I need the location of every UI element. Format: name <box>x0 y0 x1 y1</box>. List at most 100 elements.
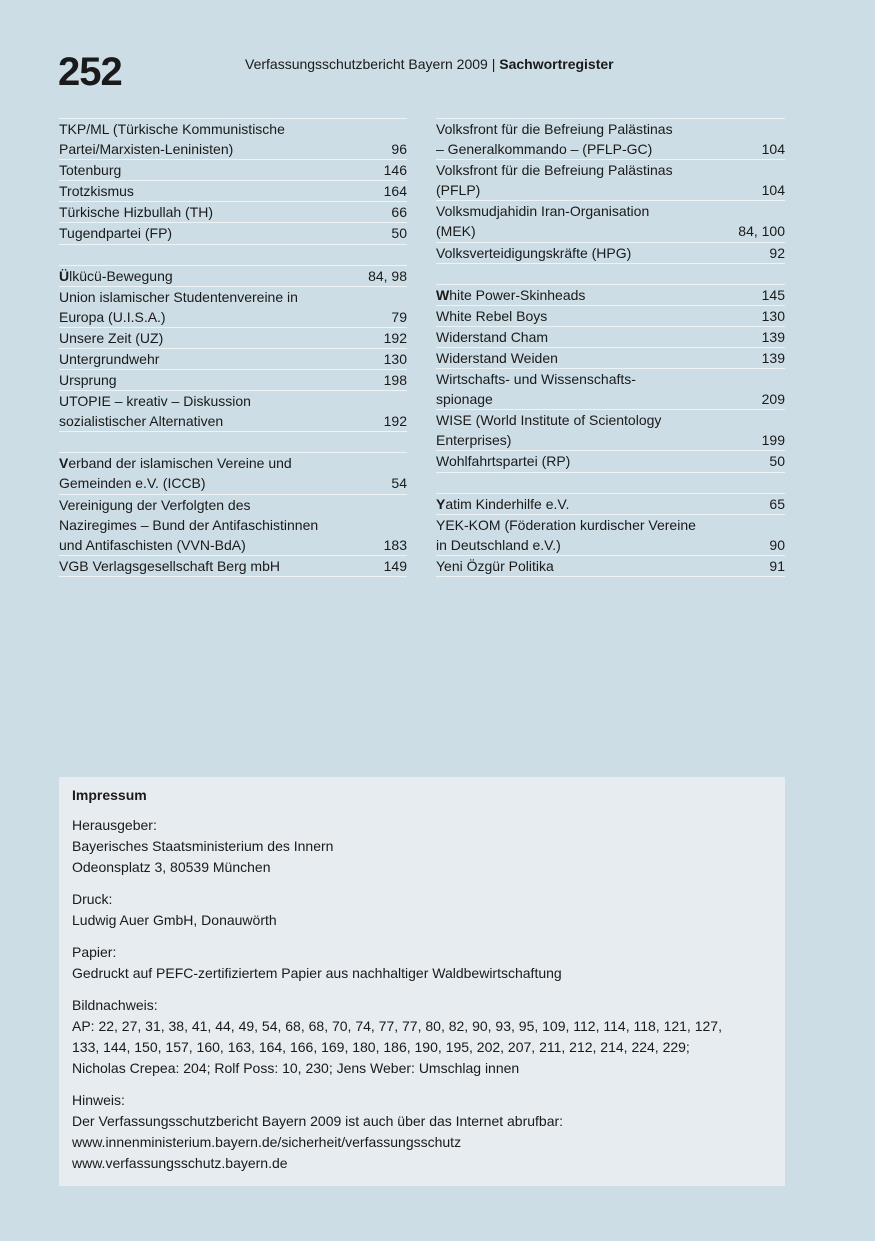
index-entry: Yeni Özgür Politika 91 <box>436 556 785 577</box>
index-entry: Vereinigung der Verfolgten des Naziregime… <box>59 495 407 556</box>
impressum-line: www.verfassungsschutz.bayern.de <box>72 1155 288 1171</box>
entry-term: WISE (World Institute of Scientology <box>436 410 661 430</box>
entry-line: Union islamischer Studentenvereine in <box>59 287 407 307</box>
entry-pages: 91 <box>769 557 785 574</box>
entry-line: UTOPIE – kreativ – Diskussion <box>59 391 407 411</box>
entry-line: Widerstand Weiden 139 <box>436 348 785 368</box>
entry-text: Unsere Zeit (UZ) <box>59 329 164 346</box>
entry-line: Volksfront für die Befreiung Palästinas <box>436 160 785 180</box>
entry-line: Yatim Kinderhilfe e.V. 65 <box>436 494 785 514</box>
entry-term: Türkische Hizbullah (TH) <box>59 202 213 222</box>
entry-term: White Rebel Boys <box>436 306 547 326</box>
impressum-line: Der Verfassungsschutzbericht Bayern 2009… <box>72 1113 564 1129</box>
index-entry: YEK-KOM (Föderation kurdischer Vereine in… <box>436 515 785 556</box>
entry-term: Unsere Zeit (UZ) <box>59 328 163 348</box>
entry-pages: 130 <box>761 307 785 324</box>
entry-pages: 192 <box>383 329 407 346</box>
entry-term: Volksfront für die Befreiung Palästinas <box>436 160 673 180</box>
entry-pages: 50 <box>769 453 785 470</box>
entry-text: Gemeinden e.V. (ICCB) <box>59 475 206 492</box>
entry-line: Europa (U.I.S.A.) 79 <box>59 307 407 327</box>
impressum-line: Ludwig Auer GmbH, Donauwörth <box>72 912 277 928</box>
index-entry: White Rebel Boys 130 <box>436 306 785 327</box>
entry-line: White Power-Skinheads 145 <box>436 285 785 305</box>
entry-text: Union islamischer Studentenvereine in <box>59 288 298 305</box>
impressum-title: Impressum <box>72 787 147 803</box>
entry-term: Verband der islamischen Vereine und <box>59 453 292 473</box>
entry-text: lkücü-Bewegung <box>69 267 173 284</box>
index-entry: Volksmudjahidin Iran-Organisation (MEK) 84… <box>436 201 785 243</box>
entry-term: Trotzkismus <box>59 181 134 201</box>
entry-line: Ursprung 198 <box>59 370 407 390</box>
entry-text: (PFLP) <box>436 182 481 199</box>
entry-term: spionage <box>436 389 493 409</box>
entry-term: Yatim Kinderhilfe e.V. <box>436 494 569 514</box>
entry-pages: 199 <box>761 432 785 449</box>
entry-text: Türkische Hizbullah (TH) <box>59 204 214 221</box>
entry-text: erband der islamischen Vereine und <box>68 455 292 472</box>
entry-term: (MEK) <box>436 221 476 241</box>
entry-term: Wirtschafts- und Wissenschafts- <box>436 369 636 389</box>
impressum-label: Bildnachweis: <box>72 997 158 1013</box>
entry-pages: 139 <box>761 349 785 366</box>
entry-line: und Antifaschisten (VVN-BdA) 183 <box>59 535 407 555</box>
index-entry: Unsere Zeit (UZ) 192 <box>59 328 407 349</box>
entry-term: Naziregimes – Bund der Antifaschistinnen <box>59 515 318 535</box>
entry-line: Volksfront für die Befreiung Palästinas <box>436 119 785 139</box>
entry-text: – Generalkommando – (PFLP-GC) <box>436 141 653 158</box>
index-column-left: TKP/ML (Türkische Kommunistische Partei/M… <box>59 118 407 577</box>
entry-line: TKP/ML (Türkische Kommunistische <box>59 119 407 139</box>
entry-line: – Generalkommando – (PFLP-GC) 104 <box>436 139 785 159</box>
entry-pages: 130 <box>383 350 407 367</box>
section-initial: V <box>59 455 69 472</box>
entry-pages: 139 <box>761 328 785 345</box>
entry-text: White Rebel Boys <box>436 307 548 324</box>
entry-text: Volksmudjahidin Iran-Organisation <box>436 203 650 220</box>
entry-pages: 84, 100 <box>738 223 785 240</box>
entry-text: Widerstand Weiden <box>436 349 558 366</box>
entry-line: Wirtschafts- und Wissenschafts- <box>436 369 785 389</box>
header-separator: | <box>487 56 500 72</box>
entry-pages: 149 <box>383 557 407 574</box>
entry-pages: 79 <box>391 308 407 325</box>
index-spacer <box>436 473 785 494</box>
entry-term: Volksverteidigungskräfte (HPG) <box>436 243 631 263</box>
entry-pages: 90 <box>769 536 785 553</box>
index-entry: White Power-Skinheads 145 <box>436 285 785 306</box>
entry-text: sozialistischer Alternativen <box>59 413 224 430</box>
entry-term: Widerstand Weiden <box>436 348 558 368</box>
entry-text: Tugendpartei (FP) <box>59 225 173 242</box>
index-entry: Tugendpartei (FP) 50 <box>59 223 407 245</box>
entry-text: Wirtschafts- und Wissenschafts- <box>436 371 636 388</box>
entry-term: Volksfront für die Befreiung Palästinas <box>436 119 673 139</box>
entry-text: Volksfront für die Befreiung Palästinas <box>436 121 673 137</box>
entry-line: Volksverteidigungskräfte (HPG) 92 <box>436 243 785 263</box>
entry-text: Wohlfahrtspartei (RP) <box>436 453 571 470</box>
entry-term: Gemeinden e.V. (ICCB) <box>59 473 206 493</box>
entry-line: YEK-KOM (Föderation kurdischer Vereine <box>436 515 785 535</box>
index-entry: Totenburg 146 <box>59 160 407 182</box>
entry-pages: 192 <box>383 413 407 430</box>
entry-line: sozialistischer Alternativen 192 <box>59 411 407 431</box>
entry-text: hite Power-Skinheads <box>449 286 586 303</box>
index-entry: Ülkücü-Bewegung 84, 98 <box>59 266 407 287</box>
entry-term: Totenburg <box>59 160 121 180</box>
entry-text: Naziregimes – Bund der Antifaschistinnen <box>59 516 319 533</box>
entry-term: sozialistischer Alternativen <box>59 411 223 431</box>
impressum-label: Papier: <box>72 944 117 960</box>
entry-text: UTOPIE – kreativ – Diskussion <box>59 393 251 410</box>
impressum-section: Herausgeber: Bayerisches Staatsministeriu… <box>72 815 772 878</box>
entry-term: White Power-Skinheads <box>436 285 585 305</box>
entry-pages: 54 <box>391 475 407 492</box>
report-title: Verfassungsschutzbericht Bayern 2009 <box>245 56 488 72</box>
entry-pages: 104 <box>761 141 785 158</box>
entry-term: UTOPIE – kreativ – Diskussion <box>59 391 251 411</box>
impressum-label: Druck: <box>72 891 113 907</box>
entry-text: WISE (World Institute of Scientology <box>436 412 662 429</box>
impressum-line: Gedruckt auf PEFC-zertifiziertem Papier … <box>72 965 562 981</box>
page-number: 252 <box>58 50 123 94</box>
impressum-box: Impressum Herausgeber: Bayerisches Staats… <box>59 777 785 1186</box>
entry-term: TKP/ML (Türkische Kommunistische <box>59 119 285 139</box>
entry-line: spionage 209 <box>436 389 785 409</box>
entry-line: White Rebel Boys 130 <box>436 306 785 326</box>
